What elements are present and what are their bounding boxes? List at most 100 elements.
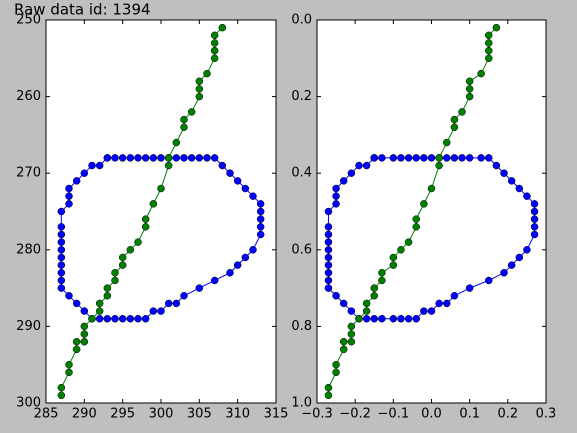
point <box>233 177 242 185</box>
point <box>500 269 508 277</box>
x-tick-label: 0.3 <box>536 407 557 422</box>
point <box>65 360 73 369</box>
point <box>141 314 150 323</box>
point <box>485 31 493 40</box>
point <box>95 299 104 308</box>
point <box>465 77 474 86</box>
point <box>80 307 89 315</box>
point <box>370 314 378 323</box>
point <box>427 154 436 162</box>
point <box>195 284 204 292</box>
point <box>347 337 356 346</box>
point <box>465 85 474 93</box>
point <box>332 200 340 208</box>
point <box>492 23 501 32</box>
point <box>57 223 66 231</box>
point <box>450 154 459 162</box>
point <box>485 46 493 55</box>
point <box>324 261 333 269</box>
point <box>103 314 112 323</box>
point <box>57 276 66 285</box>
point <box>256 223 265 231</box>
point <box>523 192 531 200</box>
point <box>241 253 250 262</box>
point <box>210 31 219 40</box>
point <box>157 184 165 193</box>
point <box>210 39 219 47</box>
point <box>164 161 173 170</box>
point <box>210 276 219 285</box>
point <box>65 200 73 208</box>
point <box>443 154 451 162</box>
point <box>95 161 104 170</box>
point <box>370 292 378 300</box>
y-tick-label: 1.0 <box>291 396 312 411</box>
point <box>95 307 104 315</box>
point <box>80 337 89 346</box>
point <box>530 200 539 208</box>
point <box>65 368 73 377</box>
point <box>412 215 420 223</box>
point <box>355 161 363 170</box>
point <box>65 184 73 193</box>
point <box>118 253 127 262</box>
point <box>57 207 66 216</box>
point <box>88 314 96 323</box>
point <box>397 154 405 162</box>
x-tick-label: 315 <box>264 407 289 422</box>
point <box>103 284 112 292</box>
point <box>241 184 250 193</box>
y-tick-label: 270 <box>16 166 41 181</box>
point <box>57 269 66 277</box>
point <box>111 314 119 323</box>
point <box>515 253 524 262</box>
point <box>332 368 340 377</box>
point <box>485 54 493 63</box>
y-tick-label: 300 <box>16 396 41 411</box>
point <box>72 345 81 354</box>
point <box>141 154 150 162</box>
point <box>458 154 466 162</box>
point <box>72 299 81 308</box>
point <box>347 330 356 338</box>
x-tick-label: 310 <box>225 407 250 422</box>
point <box>324 284 333 292</box>
point <box>57 230 66 239</box>
point <box>256 230 265 239</box>
point <box>210 154 219 162</box>
point <box>126 154 135 162</box>
point <box>118 261 127 269</box>
point <box>339 299 348 308</box>
point <box>203 69 211 78</box>
point <box>111 269 119 277</box>
y-tick-label: 280 <box>16 242 41 257</box>
point <box>324 253 333 262</box>
point <box>324 269 333 277</box>
point <box>339 177 348 185</box>
point <box>324 383 333 392</box>
point <box>57 284 66 292</box>
point <box>420 307 428 315</box>
point <box>226 269 234 277</box>
point <box>195 85 204 93</box>
point <box>157 307 165 315</box>
point <box>149 307 158 315</box>
point <box>141 215 150 223</box>
plot-area <box>317 20 546 403</box>
point <box>362 307 371 315</box>
point <box>80 330 89 338</box>
point <box>450 292 459 300</box>
point <box>355 314 363 323</box>
point <box>134 238 142 246</box>
plot-area <box>46 20 276 403</box>
point <box>149 200 158 208</box>
point <box>465 92 474 101</box>
point <box>389 261 398 269</box>
x-tick-label: 0.2 <box>497 407 518 422</box>
point <box>412 314 420 323</box>
point <box>57 261 66 269</box>
point <box>378 269 386 277</box>
point <box>172 138 181 147</box>
point <box>118 154 127 162</box>
point <box>57 383 66 392</box>
